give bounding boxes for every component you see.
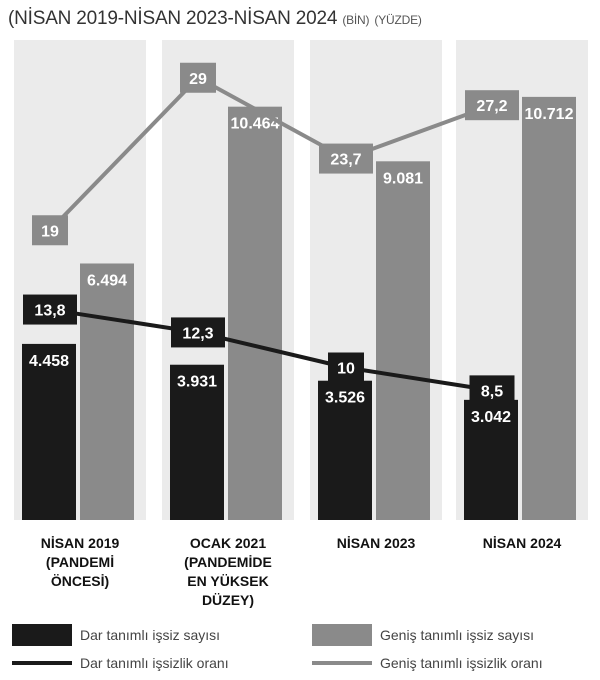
- category-label: DÜZEY): [202, 592, 254, 608]
- line-value-label: 27,2: [476, 98, 507, 115]
- category-label: (PANDEMİDE: [184, 554, 272, 570]
- bar-value-label: 9.081: [383, 170, 423, 187]
- line-value-label: 12,3: [182, 325, 213, 342]
- legend-entry: Geniş tanımlı işsiz sayısı: [380, 627, 534, 643]
- category-label: NİSAN 2024: [483, 535, 562, 551]
- line-value-label: 10: [337, 361, 355, 378]
- chart-title-unit-yuzde: (YÜZDE): [374, 13, 422, 27]
- point-dar-oran: [23, 294, 77, 325]
- legend-line-swatch: [12, 661, 72, 665]
- point-dar-oran: [328, 352, 364, 383]
- bar-value-label: 10.464: [231, 116, 280, 133]
- category-label: NİSAN 2019: [41, 535, 120, 551]
- legend-entry: Geniş tanımlı işsizlik oranı: [380, 655, 543, 671]
- legend-line-swatch: [312, 661, 372, 665]
- bar-dar-sayi: [464, 399, 518, 520]
- category-label: (PANDEMİ: [46, 554, 114, 570]
- line-dar-oran: [49, 307, 493, 393]
- bar-value-label: 3.526: [325, 390, 365, 407]
- bar-genis-sayi: [522, 96, 576, 520]
- bar-value-label: 10.712: [525, 106, 574, 123]
- bar-dar-sayi: [318, 380, 372, 520]
- legend-entry: Dar tanımlı işsiz sayısı: [80, 627, 220, 643]
- bar-value-label: 3.042: [471, 409, 511, 426]
- point-genis-oran: [32, 215, 68, 246]
- point-genis-oran: [319, 143, 373, 174]
- line-value-label: 8,5: [481, 383, 503, 400]
- category-label: ÖNCESİ): [51, 573, 109, 589]
- bar-value-label: 4.458: [29, 353, 69, 370]
- chart-title-unit-bin: (BİN): [342, 13, 370, 27]
- point-dar-oran: [469, 375, 515, 406]
- line-genis-oran: [48, 75, 493, 232]
- bar-value-label: 3.931: [177, 374, 217, 391]
- bar-dar-sayi: [170, 364, 224, 520]
- point-genis-oran: [465, 90, 519, 121]
- line-value-label: 13,8: [34, 303, 65, 320]
- chart-title: (NİSAN 2019-NİSAN 2023-NİSAN 2024 (BİN) …: [8, 8, 422, 30]
- category-label: EN YÜKSEK: [187, 573, 268, 589]
- legend-entry: Dar tanımlı işsizlik oranı: [80, 655, 229, 671]
- line-value-label: 23,7: [330, 152, 361, 169]
- bar-value-label: 6.494: [87, 272, 127, 289]
- point-dar-oran: [171, 317, 225, 348]
- bar-genis-sayi: [376, 161, 430, 520]
- legend-swatch: [312, 624, 372, 646]
- category-label: NİSAN 2023: [337, 535, 416, 551]
- point-genis-oran: [180, 62, 216, 93]
- chart-title-main: (NİSAN 2019-NİSAN 2023-NİSAN 2024: [8, 8, 338, 29]
- bar-genis-sayi: [228, 106, 282, 520]
- category-label: OCAK 2021: [190, 535, 266, 551]
- line-value-label: 19: [41, 223, 59, 240]
- line-value-label: 29: [189, 71, 207, 88]
- legend-swatch: [12, 624, 72, 646]
- bar-genis-sayi: [80, 263, 134, 520]
- bar-dar-sayi: [22, 343, 76, 520]
